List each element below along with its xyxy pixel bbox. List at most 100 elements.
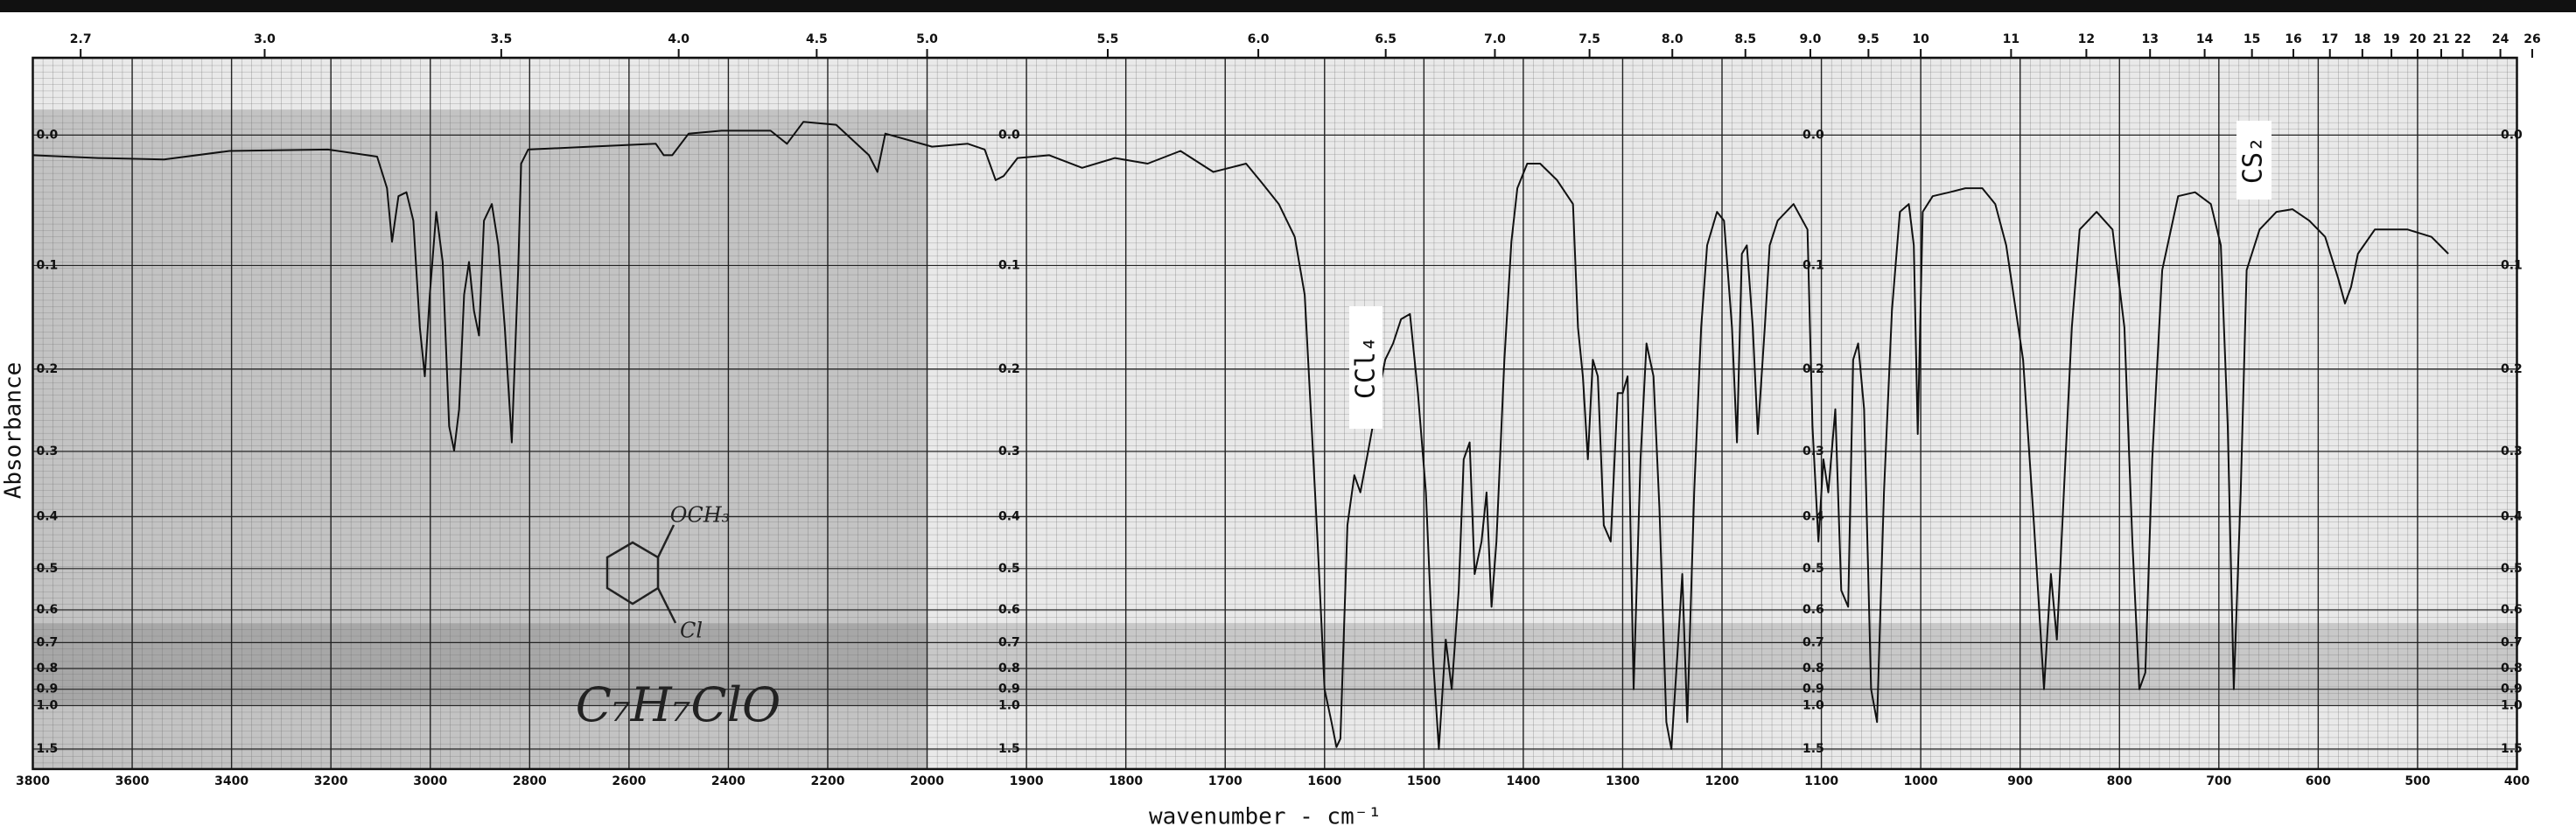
y-tick-label: 0.4 [37, 509, 59, 523]
x-tick-label: 1700 [1208, 774, 1242, 788]
x-tick-label: 800 [2107, 774, 2132, 788]
y-tick-label: 1.0 [2501, 698, 2523, 712]
x-tick-label: 1800 [1109, 774, 1143, 788]
x2-tick-label: 9.0 [1800, 32, 1822, 46]
x-tick-label: 600 [2306, 774, 2331, 788]
frame [32, 56, 2518, 771]
x2-tick-label: 12 [2078, 32, 2095, 46]
x-tick-label: 3600 [116, 774, 150, 788]
y-tick-label: 0.5 [998, 562, 1020, 576]
x-tick-label: 2800 [513, 774, 547, 788]
x2-tick-label: 8.5 [1734, 32, 1756, 46]
y-tick-label: 1.0 [1802, 698, 1824, 712]
fine-grid [32, 58, 2517, 769]
y-tick-label: 0.8 [37, 662, 59, 676]
x2-tick-label: 16 [2285, 32, 2301, 46]
y-tick-label: 0.1 [1802, 258, 1824, 272]
y-tick-label: 0.5 [37, 562, 59, 576]
x-tick-label: 900 [2007, 774, 2033, 788]
x2-tick-label: 11 [2003, 32, 2020, 46]
y-tick-label: 0.5 [2501, 562, 2523, 576]
y-tick-label: 0.5 [1802, 562, 1824, 576]
x2-tick-label: 7.0 [1484, 32, 1506, 46]
y-tick-label: 0.4 [1802, 509, 1824, 523]
y-tick-label: 0.0 [37, 128, 59, 142]
x2-tick-label: 17 [2321, 32, 2338, 46]
y-tick-label: 0.1 [2501, 258, 2523, 272]
x2-tick-label: 20 [2409, 32, 2426, 46]
y-tick-label: 0.6 [998, 603, 1020, 617]
y-tick-label: 0.9 [37, 682, 59, 696]
y-tick-label: 0.1 [37, 258, 59, 272]
x2-tick-label: 19 [2383, 32, 2399, 46]
x-tick-label: 1900 [1010, 774, 1044, 788]
y-tick-label: 0.6 [1802, 603, 1824, 617]
x2-tick-label: 9.5 [1858, 32, 1880, 46]
x2-tick-label: 14 [2196, 32, 2214, 46]
x2-tick-label: 26 [2524, 32, 2540, 46]
y-tick-label: 1.5 [1802, 742, 1824, 756]
x-tick-label: 1300 [1606, 774, 1640, 788]
y-tick-label: 0.6 [37, 603, 59, 617]
x2-tick-label: 4.5 [806, 32, 828, 46]
x2-tick-label: 2.7 [70, 32, 92, 46]
y-tick-label: 0.6 [2501, 603, 2523, 617]
y-tick-label: 0.3 [37, 444, 59, 458]
y-tick-label: 1.0 [37, 698, 59, 712]
annotation: Cl [680, 619, 703, 643]
x2-tick-label: 6.5 [1375, 32, 1396, 46]
y-tick-label: 0.2 [37, 362, 59, 376]
x2-tick-label: 10 [1912, 32, 1929, 46]
y-tick-label: 1.0 [998, 698, 1020, 712]
spectrum-line [32, 121, 2449, 750]
y-tick-label: 0.4 [2501, 509, 2523, 523]
annotation: C₇H₇ClO [576, 677, 781, 732]
x2-tick-label: 24 [2492, 32, 2510, 46]
top-band [0, 0, 2576, 12]
y-tick-label: 1.5 [37, 742, 59, 756]
x2-tick-label: 22 [2454, 32, 2471, 46]
x-tick-label: 1100 [1804, 774, 1838, 788]
x-tick-label: 1600 [1307, 774, 1341, 788]
x2-tick-label: 8.0 [1662, 32, 1684, 46]
x2-tick-label: 18 [2354, 32, 2370, 46]
x2-tick-label: 5.0 [916, 32, 938, 46]
x-tick-label: 2400 [711, 774, 746, 788]
y-tick-label: 0.7 [37, 635, 59, 649]
x-tick-label: 1400 [1506, 774, 1540, 788]
y-tick-label: 0.9 [2501, 682, 2523, 696]
cs2-label: CS₂ [2236, 121, 2272, 200]
annotation: CCl₄ [1351, 336, 1382, 399]
x2-tick-label: 21 [2432, 32, 2449, 46]
x-tick-label: 400 [2504, 774, 2530, 788]
x-tick-label: 700 [2206, 774, 2231, 788]
y-tick-label: 0.2 [1802, 362, 1824, 376]
x2-tick-label: 3.5 [490, 32, 512, 46]
y-tick-label: 0.9 [1802, 682, 1824, 696]
x-tick-label: 3000 [413, 774, 447, 788]
x-tick-label: 1000 [1904, 774, 1938, 788]
structure-sketch: OCH₃ Cl C₇H₇ClO [576, 503, 781, 733]
x-tick-label: 3800 [16, 774, 50, 788]
y-tick-label: 0.4 [998, 509, 1020, 523]
x2-tick-label: 4.0 [668, 32, 690, 46]
x-tick-label: 2200 [810, 774, 844, 788]
y-tick-label: 0.7 [1802, 635, 1824, 649]
annotation: CS₂ [2238, 136, 2269, 184]
x-axis-title: wavenumber - cm⁻¹ [1149, 804, 1382, 830]
graph-paper: 3800 3600 3400 3200 3000 2800 2600 2400 2200 2000… [16, 32, 2541, 788]
x2-tick-label: 15 [2244, 32, 2260, 46]
x2-tick-label: 5.5 [1097, 32, 1119, 46]
x2-tick-label: 3.0 [254, 32, 276, 46]
x-tick-label: 1500 [1407, 774, 1441, 788]
x-tick-label: 500 [2404, 774, 2430, 788]
x2-tick-label: 6.0 [1248, 32, 1270, 46]
y-tick-label: 1.5 [998, 742, 1020, 756]
y-tick-label: 0.0 [998, 128, 1020, 142]
y-tick-label: 1.5 [2501, 742, 2523, 756]
plot [32, 121, 2449, 750]
x-tick-label: 2600 [612, 774, 646, 788]
x2-tick-label: 13 [2141, 32, 2158, 46]
y-tick-label: 0.0 [1802, 128, 1824, 142]
